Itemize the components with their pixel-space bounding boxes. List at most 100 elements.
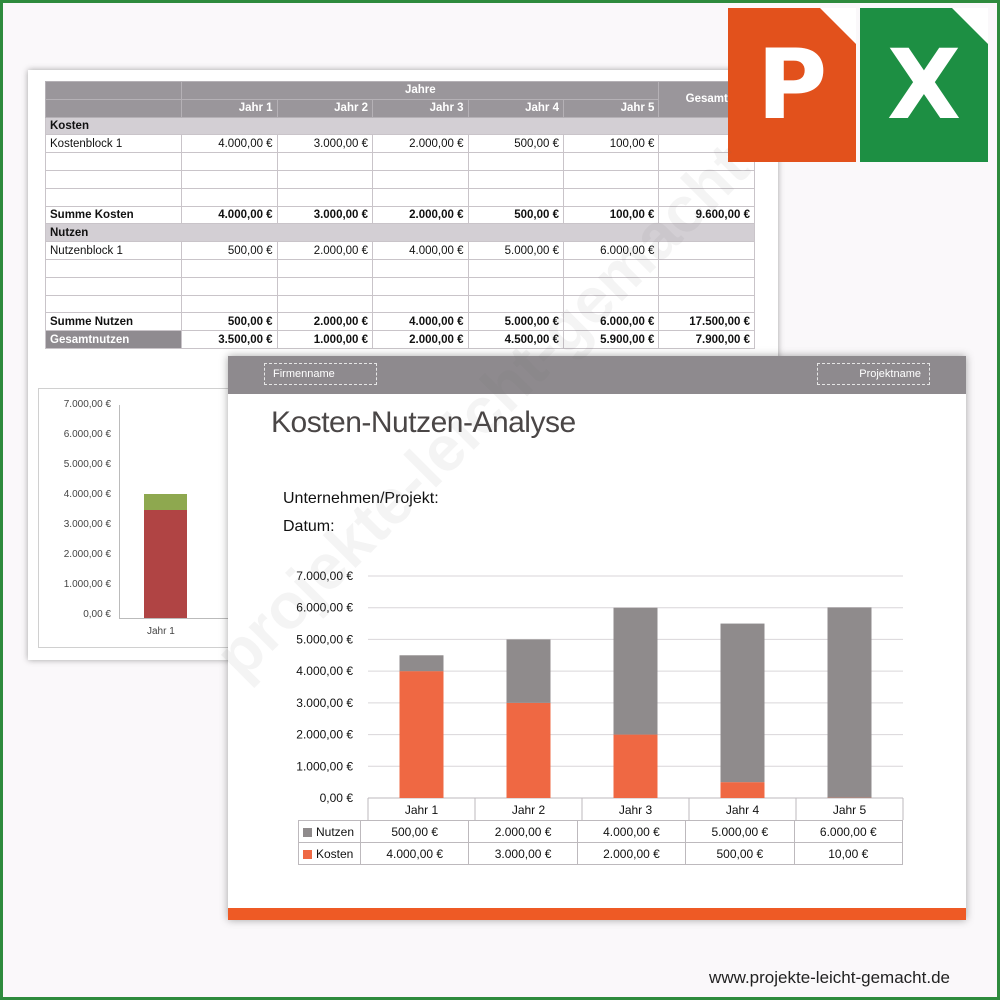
cell: 100,00 € — [562, 205, 660, 225]
header-year: Jahr 4 — [467, 98, 564, 118]
chart-data-table: Nutzen 500,00 € 2.000,00 € 4.000,00 € 5.… — [298, 820, 904, 865]
header-year: Jahr 1 — [181, 98, 278, 118]
header-year: Jahr 3 — [372, 98, 469, 118]
table-cell: 500,00 € — [685, 842, 795, 865]
y-tick-label: 4.000,00 € — [296, 664, 353, 678]
table-cell: 6.000,00 € — [793, 820, 904, 843]
header-year: Jahr 2 — [276, 98, 374, 118]
stacked-bar-chart: 7.000,00 € 6.000,00 € 5.000,00 € 4.000,00 €… — [296, 569, 904, 820]
cell: 4.000,00 € — [181, 134, 278, 154]
date-field-label: Datum: — [283, 518, 335, 535]
section-nutzen: Nutzen — [45, 223, 755, 243]
legend-swatch — [303, 827, 312, 837]
mini-y-tick: 6.000,00 € — [63, 429, 111, 440]
legend-kosten: Kosten — [298, 842, 361, 865]
row-label: Summe Kosten — [44, 205, 183, 225]
mini-y-tick: 0,00 € — [83, 609, 111, 620]
table-cell: 2.000,00 € — [468, 820, 578, 843]
table-cell: 500,00 € — [359, 820, 470, 843]
y-tick-label: 5.000,00 € — [296, 632, 353, 646]
bar-nutzen — [720, 623, 765, 783]
cell: 3.000,00 € — [276, 134, 374, 154]
cell: 100,00 € — [562, 134, 660, 154]
cell: 2.000,00 € — [372, 134, 469, 154]
cell: 5.000,00 € — [467, 241, 564, 260]
bar-kosten — [399, 671, 444, 798]
row-label: Nutzenblock 1 — [44, 241, 183, 260]
section-kosten: Kosten — [45, 116, 755, 136]
company-placeholder[interactable]: Firmenname — [264, 363, 377, 385]
y-tick-label: 1.000,00 € — [296, 759, 353, 773]
table-cell: 10,00 € — [793, 842, 904, 865]
mini-y-tick: 1.000,00 € — [63, 579, 111, 590]
table-cell: 4.000,00 € — [359, 842, 470, 865]
page-fold-icon — [952, 8, 988, 44]
bar-kosten — [720, 782, 765, 798]
cell: 3.000,00 € — [276, 205, 374, 225]
table-cell: 5.000,00 € — [685, 820, 795, 843]
cell-total: 7.900,00 € — [658, 330, 755, 349]
project-placeholder[interactable]: Projektname — [817, 363, 930, 385]
x-tick-label: Jahr 1 — [405, 803, 439, 817]
legend-nutzen: Nutzen — [298, 820, 361, 843]
y-tick-label: 2.000,00 € — [296, 728, 353, 742]
legend-swatch — [303, 849, 312, 859]
cell: 500,00 € — [467, 134, 564, 154]
cost-benefit-table: Jahre Gesamt Jahr 1 Jahr 2 Jahr 3 Jahr 4… — [44, 81, 755, 349]
cell: 3.500,00 € — [181, 330, 278, 349]
project-field-label: Unternehmen/Projekt: — [283, 490, 439, 507]
row-label: Gesamtnutzen — [44, 330, 183, 349]
excel-letter: X — [886, 29, 961, 141]
header-years: Jahre — [181, 81, 660, 100]
mini-bar-benefit — [144, 494, 187, 510]
slide-header-bar: Firmenname Projektname — [228, 356, 966, 394]
powerpoint-letter: P — [756, 29, 828, 141]
cell: 2.000,00 € — [276, 241, 374, 260]
bar-kosten — [613, 734, 658, 798]
mini-x-label: Jahr 1 — [147, 626, 175, 637]
bar-nutzen — [827, 607, 872, 798]
page-fold-icon — [820, 8, 856, 44]
y-tick-label: 3.000,00 € — [296, 696, 353, 710]
slide-footer-bar — [228, 908, 966, 920]
footer-url[interactable]: www.projekte-leicht-gemacht.de — [709, 968, 950, 987]
slide-title: Kosten-Nutzen-Analyse — [271, 406, 576, 439]
powerpoint-icon: P — [728, 8, 856, 162]
cell: 4.000,00 € — [181, 205, 278, 225]
cell: 500,00 € — [467, 205, 564, 225]
mini-y-tick: 2.000,00 € — [63, 549, 111, 560]
cell: 500,00 € — [181, 241, 278, 260]
bar-nutzen — [399, 655, 444, 672]
cell: 2.000,00 € — [372, 205, 469, 225]
y-tick-label: 6.000,00 € — [296, 601, 353, 615]
cell: 5.900,00 € — [562, 330, 660, 349]
row-label: Summe Nutzen — [44, 312, 183, 332]
mini-y-tick: 7.000,00 € — [63, 399, 111, 410]
table-cell: 3.000,00 € — [468, 842, 578, 865]
excel-icon: X — [860, 8, 988, 162]
mini-bar-cost — [144, 510, 187, 618]
x-tick-label: Jahr 5 — [833, 803, 867, 817]
cell: 4.000,00 € — [372, 241, 469, 260]
cell: 4.500,00 € — [467, 330, 564, 349]
cell: 6.000,00 € — [562, 241, 660, 260]
header-year: Jahr 5 — [562, 98, 660, 118]
mini-y-tick: 3.000,00 € — [63, 519, 111, 530]
cell: 500,00 € — [181, 312, 278, 332]
y-tick-label: 0,00 € — [320, 791, 354, 805]
cell: 1.000,00 € — [276, 330, 374, 349]
bar-nutzen — [506, 639, 551, 703]
table-cell: 2.000,00 € — [576, 842, 687, 865]
cell: 2.000,00 € — [372, 330, 469, 349]
cell: 2.000,00 € — [276, 312, 374, 332]
bar-nutzen — [613, 607, 658, 735]
mini-y-tick: 4.000,00 € — [63, 489, 111, 500]
cell-total: 17.500,00 € — [658, 312, 755, 332]
x-tick-label: Jahr 2 — [512, 803, 546, 817]
row-label: Kostenblock 1 — [44, 134, 183, 154]
bar-kosten — [506, 702, 551, 798]
x-tick-label: Jahr 3 — [619, 803, 653, 817]
presentation-slide: Firmenname Projektname Kosten-Nutzen-Ana… — [228, 356, 966, 920]
x-tick-label: Jahr 4 — [726, 803, 760, 817]
